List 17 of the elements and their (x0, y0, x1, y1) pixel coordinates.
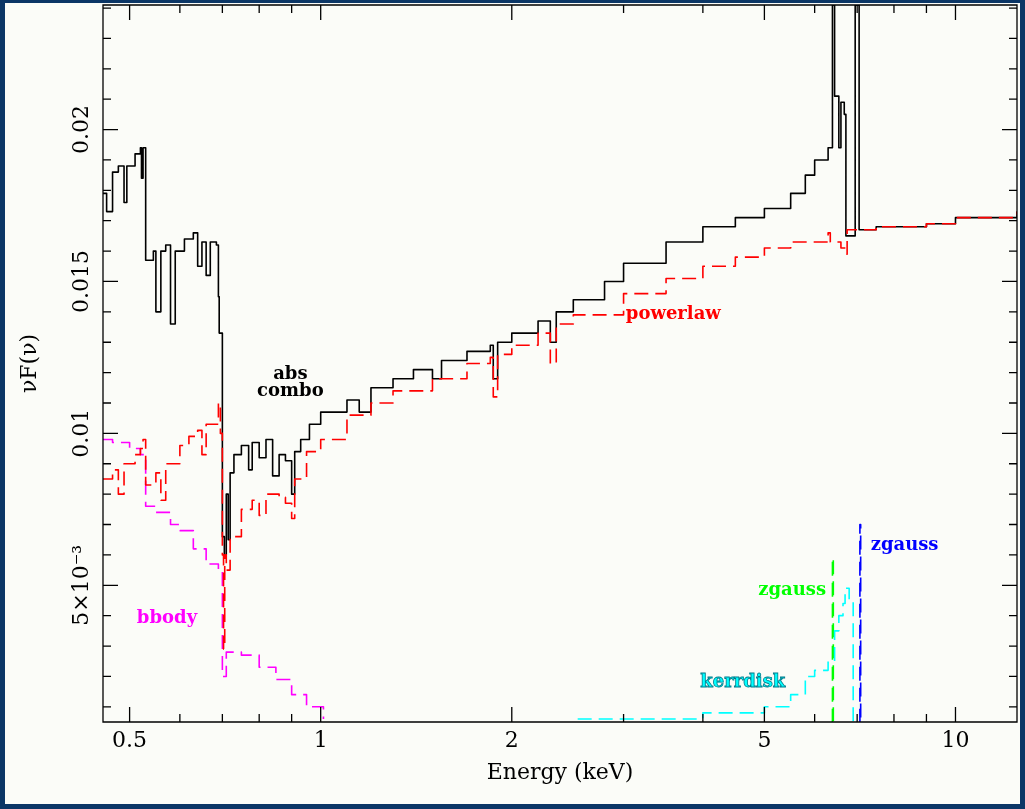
x-axis-title: Energy (keV) (486, 758, 634, 784)
series-label: bbody (136, 605, 198, 627)
series-label: zgauss (870, 532, 939, 554)
series-label: powerlaw (625, 302, 722, 324)
x-tick-label: 10 (941, 726, 970, 752)
y-tick-label: 0.01 (67, 408, 93, 458)
y-tick-label: 0.015 (67, 249, 93, 313)
series-label: kerrdisk (700, 669, 786, 691)
y-tick-label: 0.02 (67, 105, 93, 155)
y-tick-label: 5×10⁻³ (67, 544, 93, 626)
x-tick-label: 2 (504, 726, 519, 752)
series-label: abs combo (257, 362, 324, 401)
x-tick-label: 1 (313, 726, 328, 752)
y-axis-title: νF(ν) (15, 333, 41, 394)
x-tick-label: 5 (757, 726, 772, 752)
series-label: zgauss (758, 577, 827, 599)
x-tick-label: 0.5 (112, 726, 148, 752)
